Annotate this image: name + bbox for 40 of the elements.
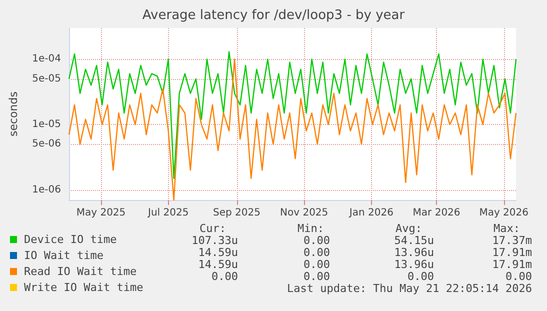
x-tick-label: Jul 2025 bbox=[146, 208, 189, 218]
text: 17.37m bbox=[492, 234, 532, 247]
legend-label: Write IO Wait time bbox=[24, 281, 144, 294]
x-tick-label: Jan 2026 bbox=[348, 208, 394, 218]
x-tick-label: Nov 2025 bbox=[280, 208, 328, 218]
text: 17.91m bbox=[492, 258, 532, 271]
x-tick-label: May 2025 bbox=[76, 208, 126, 218]
legend-label: IO Wait time bbox=[24, 249, 104, 262]
text: 107.33u bbox=[192, 234, 238, 247]
text: 14.59u bbox=[198, 258, 238, 271]
text: 17.91m bbox=[492, 246, 532, 259]
x-tick-label: Mar 2026 bbox=[412, 208, 460, 218]
text: 0.00 bbox=[408, 270, 434, 283]
text: 14.59u bbox=[198, 246, 238, 259]
text: 0.00 bbox=[304, 258, 330, 271]
x-tick-label: Sep 2025 bbox=[213, 208, 261, 218]
text: 13.96u bbox=[394, 258, 434, 271]
text: 0.00 bbox=[304, 270, 330, 283]
chart-title: Average latency for /dev/loop3 - by year bbox=[142, 8, 406, 23]
y-axis-title: seconds bbox=[7, 91, 20, 136]
legend-label: Device IO time bbox=[24, 233, 117, 246]
text: Avg: bbox=[396, 222, 422, 235]
text: Cur: bbox=[200, 222, 226, 235]
y-tick-label: 1e-05 bbox=[32, 119, 61, 130]
text: 54.15u bbox=[394, 234, 434, 247]
text: 0.00 bbox=[212, 270, 238, 283]
line-series bbox=[68, 51, 517, 179]
y-tick-label: 1e-06 bbox=[32, 184, 61, 196]
text: 13.96u bbox=[394, 246, 434, 259]
text: Min: bbox=[298, 222, 324, 235]
text: 0.00 bbox=[506, 270, 532, 283]
y-tick-label: 5e-06 bbox=[32, 138, 61, 150]
text: 0.00 bbox=[304, 234, 330, 247]
legend-label: Read IO Wait time bbox=[24, 265, 137, 278]
x-tick-label: May 2026 bbox=[479, 208, 529, 218]
y-tick-label: 1e-04 bbox=[32, 54, 61, 65]
text: 0.00 bbox=[304, 246, 330, 259]
y-tick-label: 5e-05 bbox=[32, 73, 61, 84]
text: Max: bbox=[494, 222, 520, 235]
text: Last update: Thu May 21 22:05:14 2026 bbox=[286, 282, 532, 295]
